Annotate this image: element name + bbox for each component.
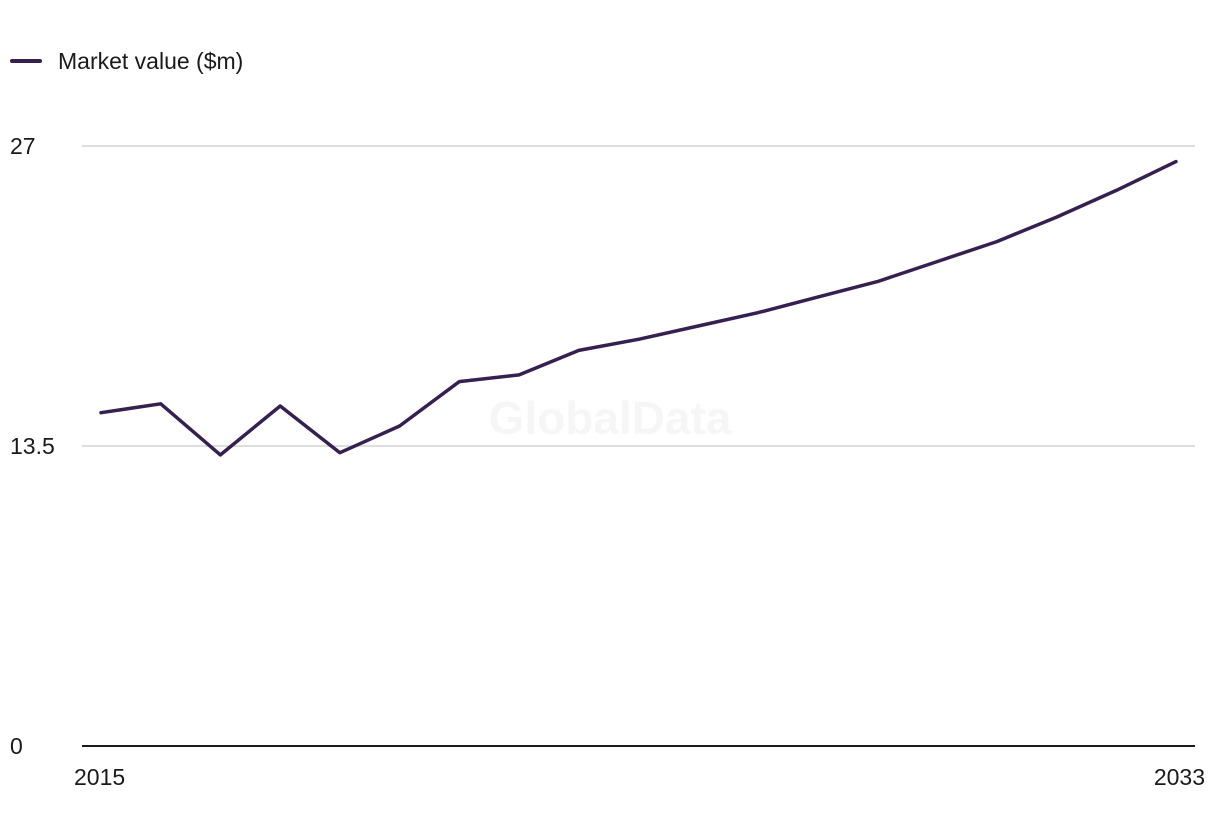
data-point xyxy=(398,424,402,428)
legend-swatch xyxy=(10,59,42,63)
data-point xyxy=(338,451,342,455)
series-line xyxy=(99,159,1178,457)
data-point xyxy=(278,404,282,408)
data-point xyxy=(99,411,103,415)
data-point xyxy=(995,240,999,244)
x-tick-label: 2033 xyxy=(1154,764,1205,790)
y-tick-label: 27 xyxy=(10,133,36,159)
x-tick-label: 2015 xyxy=(74,764,125,790)
data-point xyxy=(637,337,641,341)
legend-label: Market value ($m) xyxy=(58,47,244,74)
data-point xyxy=(756,311,760,315)
data-point xyxy=(935,260,939,264)
legend: Market value ($m) xyxy=(10,46,243,76)
data-point xyxy=(816,295,820,299)
data-point xyxy=(218,453,222,457)
data-point xyxy=(1174,160,1178,164)
data-point xyxy=(159,402,163,406)
y-tick-label: 0 xyxy=(10,733,23,759)
data-point xyxy=(457,380,461,384)
data-point xyxy=(1114,188,1118,192)
data-point xyxy=(517,373,521,377)
data-point xyxy=(696,324,700,328)
y-tick-label: 13.5 xyxy=(10,433,55,459)
data-point xyxy=(875,280,879,284)
data-point xyxy=(1055,215,1059,219)
watermark: GlobalData xyxy=(489,392,732,444)
data-point xyxy=(577,348,581,352)
